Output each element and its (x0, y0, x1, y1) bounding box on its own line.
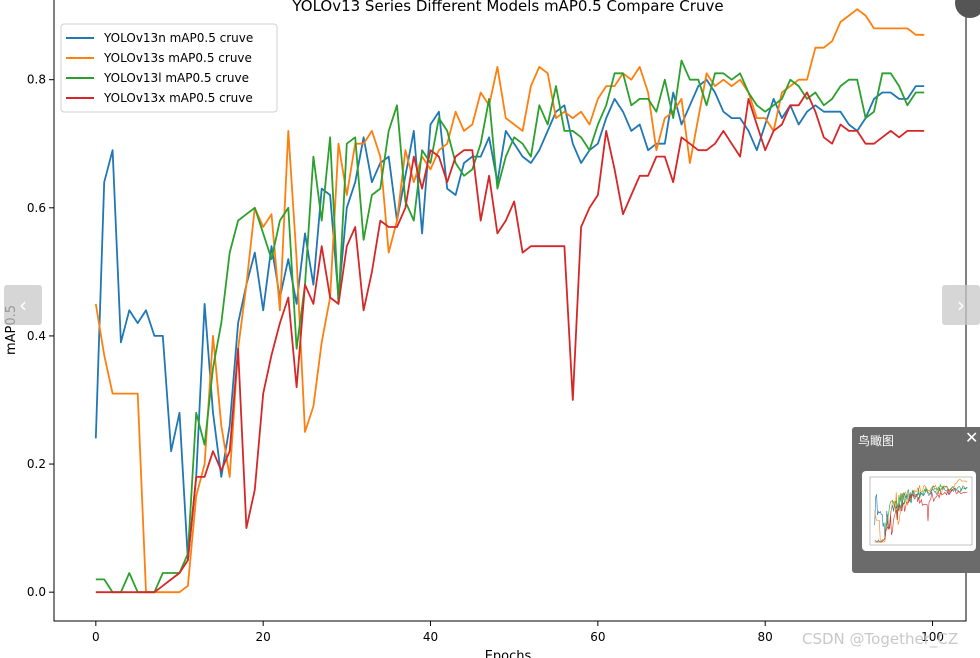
next-image-button[interactable]: › (942, 285, 980, 325)
x-tick-label: 60 (590, 630, 605, 644)
thumbnail-frame (869, 476, 973, 546)
previous-image-button[interactable]: ‹ (4, 285, 42, 325)
y-tick-label: 0.0 (27, 585, 46, 599)
x-tick-label: 80 (758, 630, 773, 644)
thumbnail-series-line (874, 478, 968, 543)
corner-control-button[interactable] (955, 0, 980, 18)
chevron-left-icon: ‹ (19, 293, 27, 317)
watermark: CSDN @Together_CZ (802, 630, 959, 648)
close-icon[interactable]: ✕ (965, 428, 979, 447)
birdseye-panel: 鸟瞰图 ✕ (852, 427, 980, 573)
thumbnail-series-line (874, 483, 968, 543)
birdseye-thumbnail[interactable] (862, 471, 976, 551)
chevron-right-icon: › (957, 293, 965, 317)
y-tick-label: 0.8 (27, 73, 46, 87)
x-axis-label: Epochs (485, 649, 532, 658)
legend-box (60, 23, 278, 113)
x-tick-label: 40 (423, 630, 438, 644)
series-line-4 (95, 91, 925, 594)
series-line-3 (95, 59, 925, 594)
x-tick-label: 20 (256, 630, 271, 644)
chart-title: YOLOv13 Series Different Models mAP0.5 C… (291, 0, 723, 15)
series-line-1 (94, 78, 925, 561)
y-tick-label: 0.4 (27, 329, 46, 343)
x-tick-label: 0 (92, 630, 100, 644)
legend-label: YOLOv13s mAP0.5 cruve (103, 51, 252, 65)
legend-label: YOLOv13l mAP0.5 cruve (103, 71, 249, 85)
birdseye-title: 鸟瞰图 (858, 434, 895, 448)
legend-label: YOLOv13n mAP0.5 cruve (103, 31, 253, 45)
legend: YOLOv13n mAP0.5 cruve YOLOv13s mAP0.5 cru… (60, 23, 278, 113)
y-tick-label: 0.6 (27, 201, 46, 215)
thumbnail-series-line (874, 487, 968, 543)
thumbnail-chart (869, 476, 973, 546)
x-tick-label: 100 (921, 630, 944, 644)
y-tick-label: 0.2 (27, 457, 46, 471)
legend-label: YOLOv13x mAP0.5 cruve (103, 91, 253, 105)
